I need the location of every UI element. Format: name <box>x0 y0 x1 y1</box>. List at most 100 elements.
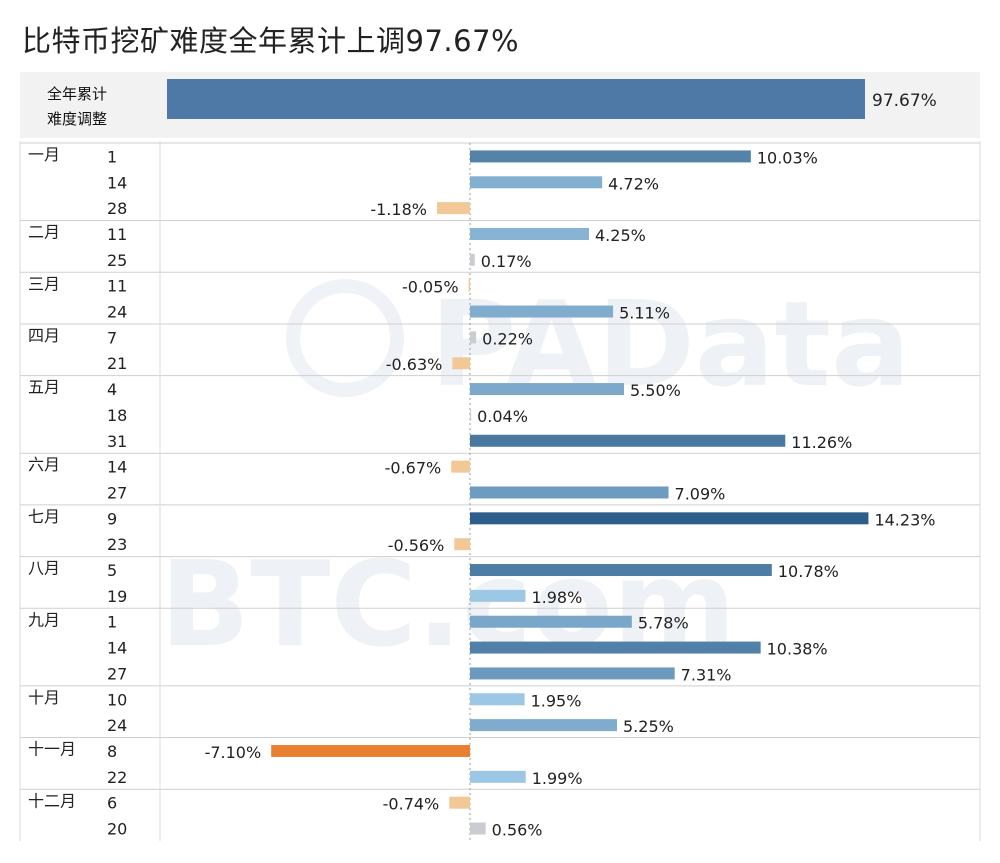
month-label: 四月 <box>28 326 60 345</box>
month-label: 七月 <box>28 507 60 526</box>
day-label: 8 <box>107 742 117 761</box>
day-label: 14 <box>107 639 127 658</box>
day-label: 20 <box>107 820 127 839</box>
bar <box>451 460 470 473</box>
bar <box>452 357 470 370</box>
month-label: 五月 <box>28 378 60 397</box>
bar <box>470 667 675 680</box>
value-label: 10.38% <box>767 640 828 659</box>
month-label: 八月 <box>28 559 60 578</box>
month-label: 十一月 <box>28 740 76 759</box>
value-label: 0.56% <box>492 821 543 840</box>
day-label: 14 <box>107 173 127 192</box>
month-label: 九月 <box>28 610 60 629</box>
day-label: 11 <box>107 277 127 296</box>
month-label: 十月 <box>28 688 60 707</box>
bar <box>470 408 472 421</box>
month-label: 十二月 <box>28 791 76 810</box>
total-bar <box>167 79 865 119</box>
bars-layer <box>167 79 869 835</box>
day-label: 27 <box>107 483 127 502</box>
day-label: 5 <box>107 561 117 580</box>
value-label: 4.72% <box>608 174 659 193</box>
value-label: 1.98% <box>531 588 582 607</box>
value-label: -0.56% <box>388 536 445 555</box>
day-label: 24 <box>107 303 127 322</box>
value-label: 7.31% <box>681 665 732 684</box>
day-label: 10 <box>107 690 127 709</box>
value-label: 5.11% <box>619 304 670 323</box>
bar <box>271 744 470 757</box>
bar <box>470 615 632 628</box>
bar <box>470 383 624 396</box>
bar <box>468 279 470 292</box>
bar <box>470 564 772 577</box>
value-label: -0.63% <box>386 355 443 374</box>
value-label: 10.78% <box>778 562 839 581</box>
value-label: 5.50% <box>630 381 681 400</box>
value-label: 0.22% <box>482 329 533 348</box>
value-label: -0.05% <box>402 278 459 297</box>
day-label: 1 <box>107 147 117 166</box>
day-label: 22 <box>107 768 127 787</box>
bar <box>470 486 669 499</box>
value-label: 11.26% <box>791 433 852 452</box>
day-label: 25 <box>107 251 127 270</box>
month-label: 三月 <box>28 274 60 293</box>
bar <box>470 719 617 732</box>
day-label: 24 <box>107 716 127 735</box>
bar <box>470 305 614 318</box>
value-label: 7.09% <box>675 484 726 503</box>
total-label-line2: 难度调整 <box>46 110 107 128</box>
total-value-label: 97.67% <box>872 91 937 111</box>
bar <box>454 538 470 551</box>
value-label: 4.25% <box>595 226 646 245</box>
day-label: 7 <box>107 328 117 347</box>
value-label: 5.25% <box>623 717 674 736</box>
bar <box>436 202 470 215</box>
day-label: 28 <box>107 199 127 218</box>
value-label: 10.03% <box>757 148 818 167</box>
bar <box>449 796 470 809</box>
day-label: 6 <box>107 794 117 813</box>
bar <box>470 641 761 654</box>
value-label: -1.18% <box>370 200 427 219</box>
labels-layer: 97.67%一月 1 10.03%14 4.72%28 -1.18%二月 11 4.25%2… <box>28 91 937 840</box>
value-label: 14.23% <box>874 510 935 529</box>
value-label: 1.95% <box>531 691 582 710</box>
month-label: 二月 <box>28 223 60 242</box>
bar <box>470 227 589 240</box>
bar <box>470 770 526 783</box>
bar <box>470 150 751 163</box>
value-label: -0.67% <box>385 459 442 478</box>
value-label: -0.74% <box>383 795 440 814</box>
month-label: 一月 <box>28 145 60 164</box>
day-label: 27 <box>107 664 127 683</box>
day-label: 14 <box>107 458 127 477</box>
bar <box>470 253 475 266</box>
grid-layer <box>19 141 981 841</box>
day-label: 31 <box>107 432 127 451</box>
day-label: 23 <box>107 535 127 554</box>
day-label: 9 <box>107 509 117 528</box>
bar <box>470 693 525 706</box>
bar <box>470 512 869 525</box>
day-label: 4 <box>107 380 117 399</box>
month-label: 六月 <box>28 455 60 474</box>
value-label: 0.04% <box>477 407 528 426</box>
day-label: 21 <box>107 354 127 373</box>
bar <box>470 822 486 835</box>
total-row-label: 全年累计 难度调整 <box>22 82 132 132</box>
value-label: -7.10% <box>205 743 262 762</box>
day-label: 11 <box>107 225 127 244</box>
total-label-line1: 全年累计 <box>46 85 107 103</box>
value-label: 5.78% <box>638 614 689 633</box>
day-label: 1 <box>107 613 117 632</box>
value-label: 0.17% <box>481 252 532 271</box>
day-label: 19 <box>107 587 127 606</box>
bar <box>470 434 786 447</box>
bar <box>470 331 477 344</box>
day-label: 18 <box>107 406 127 425</box>
chart-title: 比特币挖矿难度全年累计上调97.67% <box>22 24 520 58</box>
